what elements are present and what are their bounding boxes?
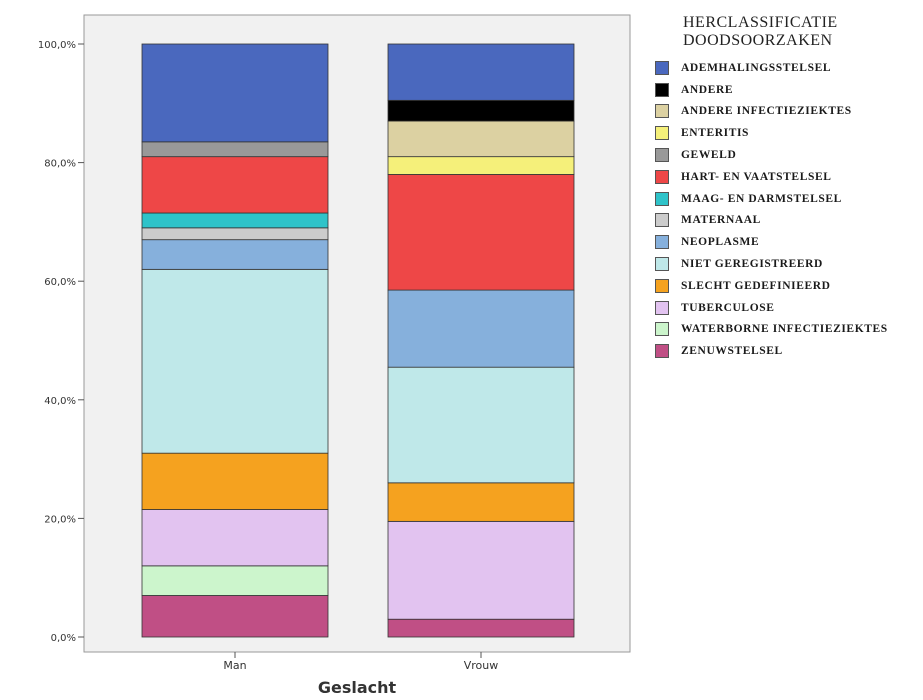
legend-swatch	[655, 278, 669, 293]
legend-item: MAAG- EN DARMSTELSEL	[655, 188, 923, 210]
legend-label: HART- EN VAATSTELSEL	[681, 170, 832, 183]
legend-item: NIET GEREGISTREERD	[655, 253, 923, 275]
legend-swatch	[655, 82, 669, 97]
bar-segment	[387, 174, 575, 291]
legend-label: ZENUWSTELSEL	[681, 345, 783, 358]
bar-segment	[387, 120, 575, 158]
legend-label: NIET GEREGISTREERD	[681, 258, 823, 271]
legend-item: ANDERE INFECTIEZIEKTES	[655, 101, 923, 123]
legend-label: ANDERE INFECTIEZIEKTES	[681, 105, 852, 118]
legend-item: HART- EN VAATSTELSEL	[655, 166, 923, 188]
x-axis: Man Vrouw	[223, 652, 498, 672]
legend-item: WATERBORNE INFECTIEZIEKTES	[655, 319, 923, 341]
legend-label: ADEMHALINGSSTELSEL	[681, 61, 832, 74]
bar-segment	[141, 452, 329, 510]
bar-segment	[141, 565, 329, 596]
y-tick-label: 40,0%	[44, 396, 76, 407]
legend-item: NEOPLASME	[655, 231, 923, 253]
legend-label: ANDERE	[681, 83, 734, 96]
bar-segment	[141, 595, 329, 638]
legend-label: TUBERCULOSE	[681, 301, 775, 314]
bar-segment	[141, 239, 329, 270]
x-tick-label: Vrouw	[464, 659, 499, 672]
bar-segment	[141, 212, 329, 229]
legend-swatch	[655, 322, 669, 337]
legend-label: GEWELD	[681, 149, 737, 162]
legend-swatch	[655, 300, 669, 315]
bar-segment	[387, 366, 575, 484]
y-tick-label: 100,0%	[38, 40, 76, 51]
bar-segment	[141, 227, 329, 241]
legend-swatch	[655, 191, 669, 206]
legend-label: MAAG- EN DARMSTELSEL	[681, 192, 842, 205]
legend-label: MATERNAAL	[681, 214, 761, 227]
stacked-bars	[141, 43, 575, 638]
legend-swatch	[655, 60, 669, 75]
bar-segment	[387, 520, 575, 620]
x-tick-label: Man	[223, 659, 246, 672]
bar-segment	[387, 99, 575, 122]
legend-swatch	[655, 148, 669, 163]
x-axis-title: Geslacht	[318, 678, 397, 697]
y-tick-label: 60,0%	[44, 277, 76, 288]
legend-item: SLECHT GEDEFINIEERD	[655, 275, 923, 297]
legend-swatch	[655, 126, 669, 141]
bar-segment	[387, 482, 575, 522]
bar-segment	[141, 43, 329, 143]
bar-segment	[141, 156, 329, 214]
legend-swatch	[655, 235, 669, 250]
legend-item: ZENUWSTELSEL	[655, 340, 923, 362]
legend-item: ENTERITIS	[655, 122, 923, 144]
y-tick-label: 20,0%	[44, 514, 76, 525]
legend-item: GEWELD	[655, 144, 923, 166]
legend-swatch	[655, 104, 669, 119]
legend-title: HERCLASSIFICATIE DOODSOORZAKEN	[683, 14, 838, 49]
legend-item: TUBERCULOSE	[655, 297, 923, 319]
bar-segment	[387, 618, 575, 638]
bar-segment	[387, 43, 575, 101]
legend-item: ADEMHALINGSSTELSEL	[655, 57, 923, 79]
bar-segment	[387, 156, 575, 175]
legend-item: ANDERE	[655, 79, 923, 101]
bar-segment	[141, 141, 329, 158]
legend: HERCLASSIFICATIE DOODSOORZAKEN ADEMHALIN…	[655, 14, 923, 362]
y-tick-label: 0,0%	[51, 633, 76, 644]
legend-swatch	[655, 169, 669, 184]
legend-item: MATERNAAL	[655, 210, 923, 232]
legend-label: ENTERITIS	[681, 127, 750, 140]
y-tick-label: 80,0%	[44, 159, 76, 170]
legend-label: SLECHT GEDEFINIEERD	[681, 279, 831, 292]
legend-swatch	[655, 257, 669, 272]
legend-label: NEOPLASME	[681, 236, 760, 249]
legend-label: WATERBORNE INFECTIEZIEKTES	[681, 323, 888, 336]
legend-swatch	[655, 213, 669, 228]
legend-items: ADEMHALINGSSTELSEL ANDERE ANDERE INFECTIEZ…	[655, 57, 923, 362]
bar-segment	[141, 268, 329, 454]
y-axis: 0,0% 20,0% 40,0% 60,0% 80,0% 100,0%	[38, 40, 84, 644]
legend-swatch	[655, 344, 669, 359]
bar-segment	[141, 509, 329, 567]
bar-segment	[387, 289, 575, 368]
